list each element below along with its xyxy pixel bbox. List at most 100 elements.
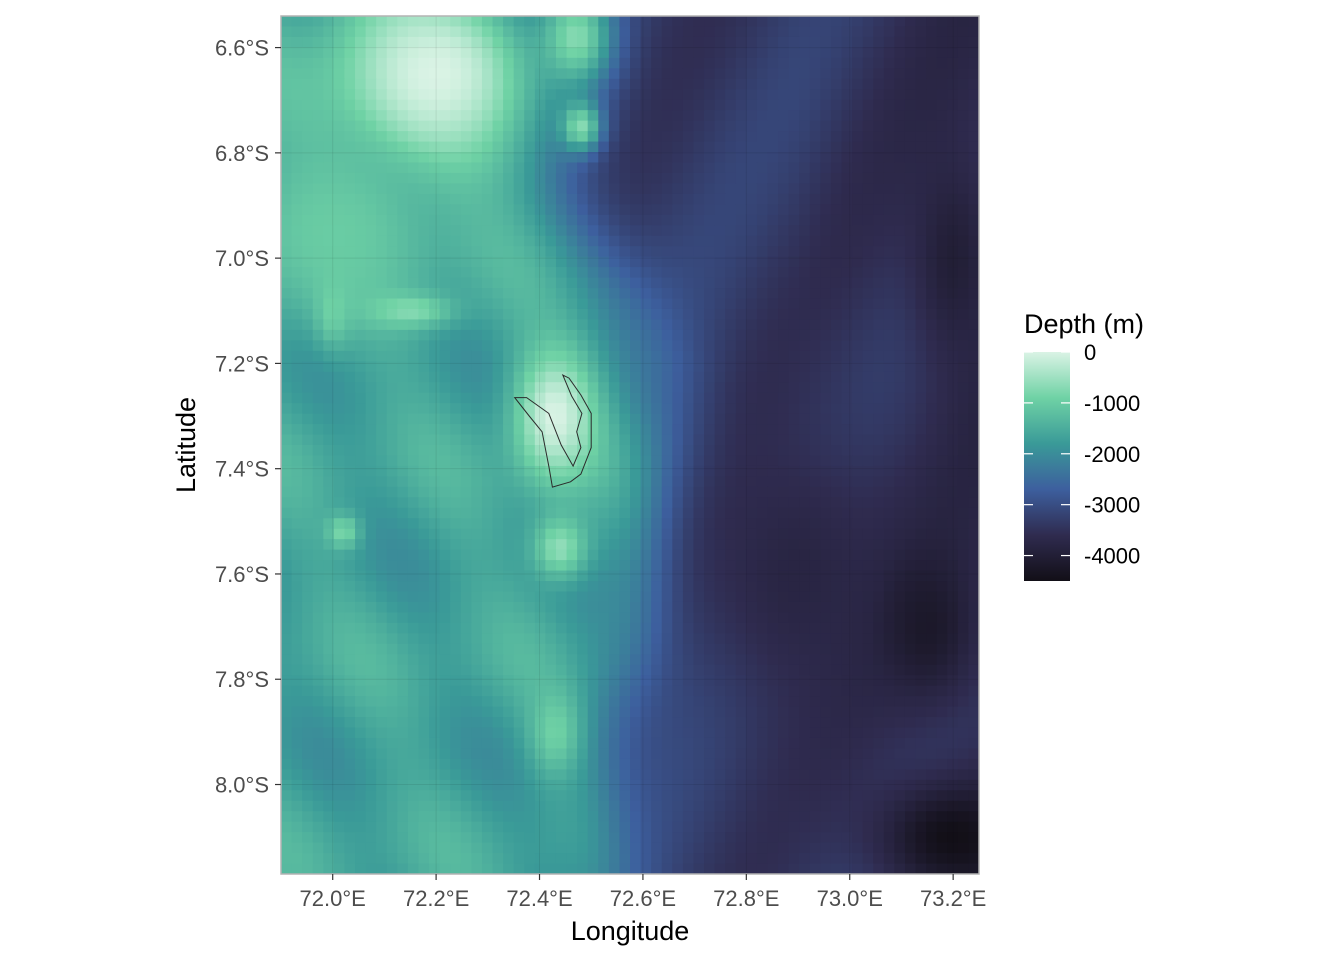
depth-cell [809, 570, 821, 582]
depth-cell [619, 497, 631, 509]
depth-cell [524, 131, 536, 143]
depth-cell [598, 737, 610, 750]
depth-cell [788, 89, 800, 101]
depth-cell [281, 256, 293, 268]
depth-cell [704, 696, 716, 708]
depth-cell [450, 790, 462, 802]
depth-cell [534, 340, 546, 352]
depth-cell [947, 654, 959, 666]
depth-cell [429, 16, 441, 28]
depth-cell [418, 539, 430, 551]
depth-cell [820, 445, 832, 457]
depth-cell [926, 16, 938, 28]
depth-cell [281, 16, 293, 28]
depth-cell [852, 36, 864, 48]
depth-cell [862, 675, 874, 687]
depth-cell [376, 141, 388, 153]
depth-cell [333, 779, 346, 791]
depth-cell [555, 68, 568, 80]
depth-cell [481, 392, 494, 404]
depth-cell [397, 183, 409, 195]
depth-cell [799, 16, 811, 28]
depth-cell [852, 371, 864, 383]
depth-cell [386, 57, 398, 69]
depth-cell [883, 298, 895, 310]
depth-cell [608, 256, 621, 268]
depth-cell [756, 507, 769, 519]
depth-cell [344, 455, 356, 467]
depth-cell [630, 685, 642, 697]
depth-cell [450, 183, 462, 195]
depth-cell [915, 591, 927, 603]
depth-cell [323, 790, 335, 802]
depth-cell [767, 539, 779, 551]
depth-cell [439, 225, 451, 237]
depth-cell [555, 47, 568, 59]
depth-cell [545, 36, 557, 48]
depth-cell [926, 78, 938, 90]
depth-cell [883, 193, 895, 205]
depth-cell [778, 779, 790, 791]
depth-cell [820, 560, 832, 572]
depth-cell [788, 36, 800, 48]
depth-cell [566, 329, 578, 341]
depth-cell [873, 717, 885, 729]
depth-cell [672, 68, 684, 80]
depth-cell [492, 717, 504, 729]
depth-cell [873, 434, 885, 446]
depth-cell [735, 675, 747, 687]
depth-cell [492, 570, 504, 582]
depth-cell [312, 78, 324, 90]
depth-cell [640, 141, 652, 153]
depth-cell [355, 26, 367, 38]
depth-cell [693, 570, 705, 582]
depth-cell [492, 120, 504, 132]
depth-cell [534, 89, 546, 101]
depth-cell [904, 779, 917, 791]
depth-cell [333, 152, 346, 164]
depth-cell [725, 413, 737, 425]
depth-cell [513, 99, 525, 111]
depth-cell [788, 235, 800, 247]
depth-cell [841, 601, 853, 614]
depth-cell [577, 36, 589, 48]
depth-cell [503, 758, 515, 770]
depth-cell [704, 214, 716, 226]
depth-cell [704, 581, 716, 593]
depth-cell [365, 758, 377, 770]
depth-cell [344, 685, 356, 697]
depth-cell [693, 36, 705, 48]
depth-cell [799, 131, 811, 143]
depth-cell [418, 518, 430, 530]
depth-cell [968, 654, 979, 666]
depth-cell [545, 382, 557, 394]
depth-cell [725, 361, 737, 373]
depth-cell [873, 737, 885, 750]
depth-cell [704, 298, 716, 310]
depth-cell [957, 413, 970, 425]
depth-cell [682, 612, 695, 624]
depth-cell [471, 277, 483, 289]
depth-cell [640, 288, 652, 300]
depth-cell [915, 361, 927, 373]
depth-cell [661, 518, 673, 530]
depth-cell [365, 581, 377, 593]
depth-cell [947, 549, 959, 561]
depth-cell [788, 329, 800, 341]
depth-cell [513, 434, 525, 446]
depth-cell [418, 361, 430, 373]
depth-cell [503, 47, 515, 59]
depth-cell [355, 162, 367, 174]
depth-cell [852, 633, 864, 645]
depth-cell [852, 518, 864, 530]
depth-cell [344, 549, 356, 561]
depth-cell [291, 382, 303, 394]
depth-cell [830, 601, 843, 614]
depth-cell [513, 476, 525, 488]
depth-cell [830, 57, 843, 69]
depth-cell [756, 769, 769, 781]
depth-cell [788, 172, 800, 185]
depth-cell [355, 696, 367, 708]
depth-cell [323, 664, 335, 676]
depth-cell [619, 329, 631, 341]
